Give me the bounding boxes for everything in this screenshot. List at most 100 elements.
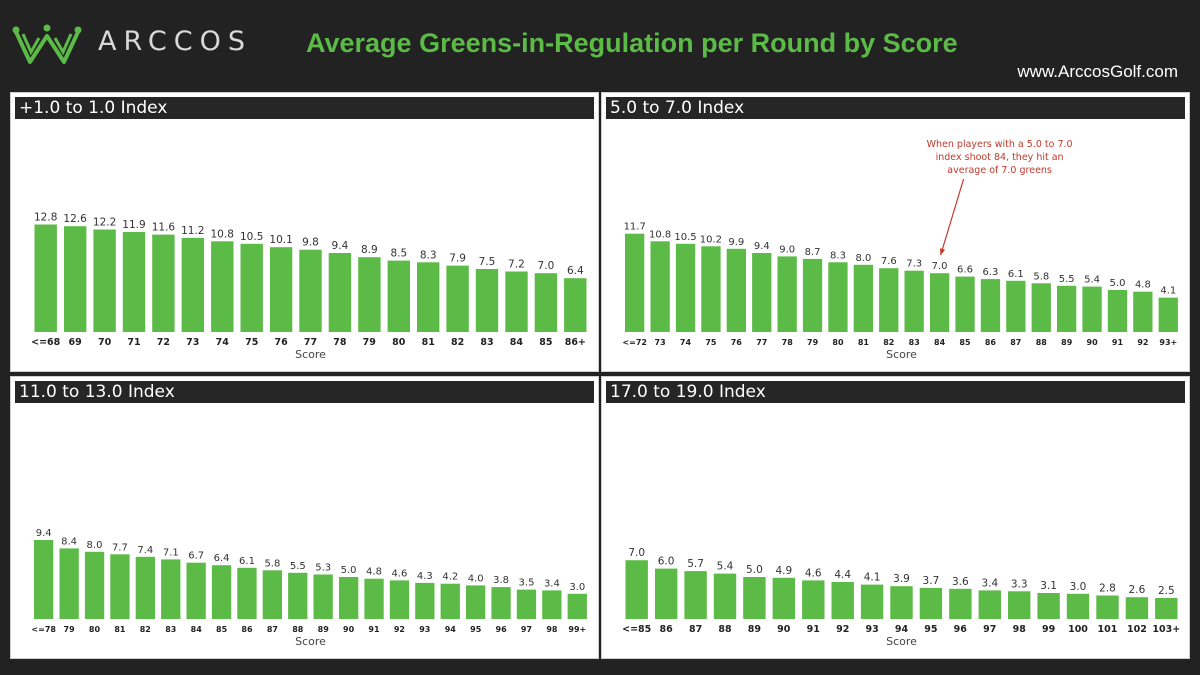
bar [93, 229, 116, 332]
x-tick-label: 80 [392, 337, 406, 348]
data-label: 2.5 [1158, 585, 1175, 597]
data-label: 11.9 [122, 219, 145, 231]
x-tick-label: 80 [832, 338, 844, 347]
data-label: 7.0 [932, 261, 948, 272]
annotation-text: When players with a 5.0 to 7.0 [927, 139, 1073, 150]
data-label: 4.0 [468, 573, 484, 584]
data-label: 5.4 [1084, 275, 1100, 286]
x-tick-label: 93+ [1159, 338, 1177, 347]
x-tick-label: 83 [165, 625, 176, 634]
x-tick-label: 85 [539, 337, 552, 348]
bar [949, 588, 972, 619]
x-tick-label: 82 [451, 337, 464, 348]
data-label: 4.8 [366, 567, 382, 578]
bar [978, 590, 1001, 619]
data-label: 7.4 [137, 545, 153, 556]
x-tick-label: 82 [883, 338, 894, 347]
bar [466, 585, 486, 619]
data-label: 6.7 [188, 551, 204, 562]
data-label: 5.8 [264, 558, 280, 569]
data-label: 5.8 [1033, 271, 1049, 282]
page-title: Average Greens-in-Regulation per Round b… [306, 28, 958, 58]
x-axis-label: Score [886, 348, 917, 361]
x-tick-label: 89 [1061, 338, 1073, 347]
x-tick-label: 99+ [568, 625, 586, 634]
x-tick-label: 72 [157, 337, 170, 348]
bar [34, 224, 57, 332]
bar [181, 237, 204, 332]
x-tick-label: 70 [98, 337, 112, 348]
arccos-logo-icon [12, 24, 82, 64]
x-tick-label: 83 [480, 337, 493, 348]
data-label: 7.0 [538, 260, 555, 272]
bar [387, 260, 410, 332]
bar [1158, 297, 1178, 332]
bar [59, 548, 79, 619]
bar [650, 241, 670, 332]
bar [772, 577, 795, 619]
x-tick-label: 75 [705, 338, 717, 347]
data-label: 7.0 [628, 547, 645, 559]
data-label: 7.1 [163, 547, 179, 558]
x-axis-label: Score [295, 348, 326, 361]
data-label: 9.0 [779, 244, 795, 255]
x-tick-label: 73 [655, 338, 666, 347]
bar-chart: 9.4 <=78 8.4 79 8.0 80 7.7 81 7.4 82 7.1 83 6.7 84 6.4… [31, 528, 587, 648]
bar [415, 582, 435, 619]
data-label: 5.0 [341, 565, 357, 576]
annotation-text: average of 7.0 greens [947, 165, 1052, 176]
x-tick-label: 98 [1013, 624, 1027, 635]
data-label: 10.5 [674, 232, 696, 243]
x-tick-label: 102 [1127, 624, 1147, 635]
bar [161, 559, 181, 619]
data-label: 8.0 [87, 540, 103, 551]
x-tick-label: 90 [777, 624, 791, 635]
bar [1133, 291, 1153, 332]
data-label: 7.2 [508, 259, 525, 271]
bar [262, 570, 282, 619]
bar-chart: 7.0 <=85 6.0 86 5.7 87 5.4 88 5.0 89 4.9 90 4.6 91 4.4… [622, 547, 1180, 648]
x-tick-label: 101 [1097, 624, 1117, 635]
bar [1155, 598, 1178, 619]
x-tick-label: 75 [245, 337, 258, 348]
bar [655, 568, 678, 619]
data-label: 3.9 [893, 573, 910, 585]
bar [701, 246, 721, 332]
x-tick-label: 86+ [565, 337, 586, 348]
data-label: 3.0 [569, 582, 585, 593]
x-axis-label: Score [886, 635, 917, 648]
data-label: 12.8 [34, 212, 57, 224]
bar [919, 587, 943, 619]
x-tick-label: 80 [89, 625, 101, 634]
data-label: 7.3 [906, 259, 922, 270]
panel-title: 17.0 to 19.0 Index [606, 381, 1185, 403]
bar [802, 258, 823, 332]
x-tick-label: 89 [318, 625, 330, 634]
x-tick-label: 77 [304, 337, 317, 348]
data-label: 4.9 [775, 565, 792, 577]
panel-title: +1.0 to 1.0 Index [15, 97, 594, 119]
bar [34, 540, 54, 619]
x-tick-label: 78 [782, 338, 794, 347]
bar [1057, 285, 1077, 332]
data-label: 7.5 [479, 256, 496, 268]
annotation-text: index shoot 84, they hit an [936, 152, 1064, 163]
data-label: 8.0 [855, 253, 871, 264]
bar [675, 243, 696, 332]
x-tick-label: <=85 [622, 624, 651, 635]
x-tick-label: 84 [510, 337, 524, 348]
bar [777, 256, 797, 332]
bar [122, 232, 146, 332]
x-tick-label: 90 [1087, 338, 1099, 347]
data-label: 2.6 [1129, 584, 1146, 596]
x-tick-label: 92 [836, 624, 849, 635]
data-label: 7.7 [112, 542, 128, 553]
bar [389, 580, 410, 619]
data-label: 6.0 [658, 556, 675, 568]
bar [743, 577, 766, 619]
chart-panel-11-to-13-index: 11.0 to 13.0 Index 9.4 <=78 8.4 79 8.0 80 7.7 8… [10, 376, 599, 659]
bar [339, 577, 359, 619]
bar [211, 241, 234, 332]
bar [440, 583, 460, 619]
x-tick-label: 96 [954, 624, 968, 635]
